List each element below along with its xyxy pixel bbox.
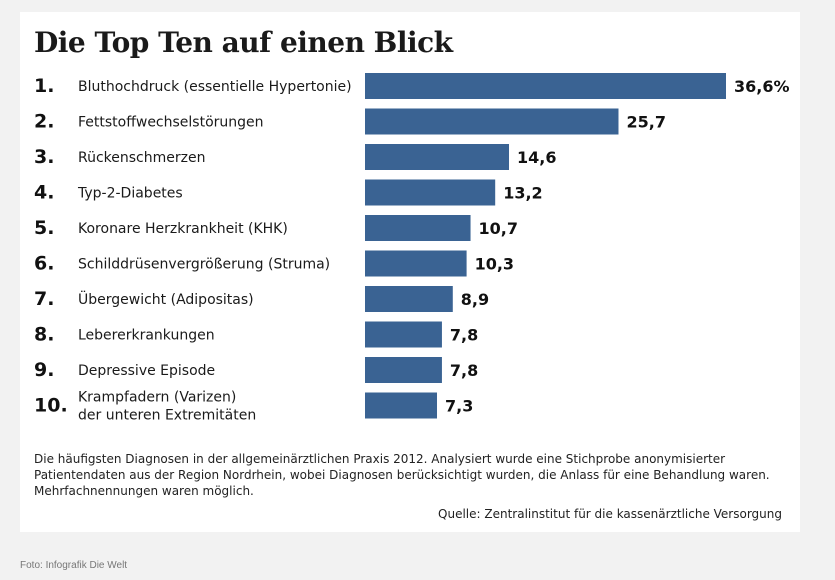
category-label: der unteren Extremitäten xyxy=(78,408,256,424)
category-label: Übergewicht (Adipositas) xyxy=(78,290,254,308)
bar-row: 10. Krampfadern (Varizen) der unteren Extr… xyxy=(34,390,473,424)
value-label: 7,8 xyxy=(450,326,478,345)
rank-label: 3. xyxy=(34,146,54,168)
bar xyxy=(365,179,496,206)
rank-label: 2. xyxy=(34,111,54,133)
bar xyxy=(365,73,726,99)
bar-row: 2. Fettstoffwechselstörungen 25,7 xyxy=(34,108,666,135)
category-label: Krampfadern (Varizen) xyxy=(78,390,236,406)
bar xyxy=(365,250,467,277)
bar-row: 3. Rückenschmerzen 14,6 xyxy=(34,144,556,170)
rank-label: 10. xyxy=(34,395,68,417)
bar-row: 8. Lebererkrankungen 7,8 xyxy=(34,321,478,348)
value-label: 10,3 xyxy=(475,255,514,274)
rank-label: 6. xyxy=(34,253,54,275)
bar xyxy=(365,321,442,348)
chart-title: Die Top Ten auf einen Blick xyxy=(34,26,453,59)
value-label: 13,2 xyxy=(503,184,542,203)
category-label: Lebererkrankungen xyxy=(78,328,215,344)
bar-row: 4. Typ-2-Diabetes 13,2 xyxy=(34,179,543,206)
bar xyxy=(365,144,510,170)
value-label: 7,8 xyxy=(450,361,478,380)
bar xyxy=(365,108,619,135)
bar-row: 6. Schilddrüsenvergrößerung (Struma) 10,3 xyxy=(34,250,514,277)
source-line: Quelle: Zentralinstitut für die kassenär… xyxy=(438,507,782,521)
rank-label: 4. xyxy=(34,182,54,204)
value-label: 36,6% xyxy=(734,77,790,96)
category-label: Fettstoffwechselstörungen xyxy=(78,115,264,131)
category-label: Schilddrüsenvergrößerung (Struma) xyxy=(78,257,330,273)
infographic-card: Die Top Ten auf einen Blick 1. Bluthochdr… xyxy=(20,12,800,532)
bar xyxy=(365,392,438,419)
rank-label: 7. xyxy=(34,288,54,310)
bar xyxy=(365,357,442,383)
rank-label: 5. xyxy=(34,217,54,239)
bar xyxy=(365,215,471,241)
bar xyxy=(365,286,453,312)
bar-row: 5. Koronare Herzkrankheit (KHK) 10,7 xyxy=(34,215,518,241)
value-label: 10,7 xyxy=(479,219,518,238)
category-label: Bluthochdruck (essentielle Hypertonie) xyxy=(78,79,352,95)
bar-row: 7. Übergewicht (Adipositas) 8,9 xyxy=(34,286,489,312)
rank-label: 9. xyxy=(34,359,54,381)
bar-chart: 1. Bluthochdruck (essentielle Hypertonie)… xyxy=(34,73,790,424)
category-label: Koronare Herzkrankheit (KHK) xyxy=(78,221,288,237)
category-label: Rückenschmerzen xyxy=(78,150,205,166)
value-label: 25,7 xyxy=(626,113,665,132)
rank-label: 1. xyxy=(34,75,54,97)
chart-footnote: Die häufigsten Diagnosen in der allgemei… xyxy=(34,452,770,498)
rank-label: 8. xyxy=(34,324,54,346)
photo-credit: Foto: Infografik Die Welt xyxy=(20,560,128,571)
category-label: Depressive Episode xyxy=(78,363,215,379)
bar-row: 1. Bluthochdruck (essentielle Hypertonie)… xyxy=(34,73,790,99)
value-label: 14,6 xyxy=(517,148,556,167)
value-label: 8,9 xyxy=(461,290,489,309)
category-label: Typ-2-Diabetes xyxy=(77,186,183,202)
bar-row: 9. Depressive Episode 7,8 xyxy=(34,357,478,383)
value-label: 7,3 xyxy=(445,397,473,416)
